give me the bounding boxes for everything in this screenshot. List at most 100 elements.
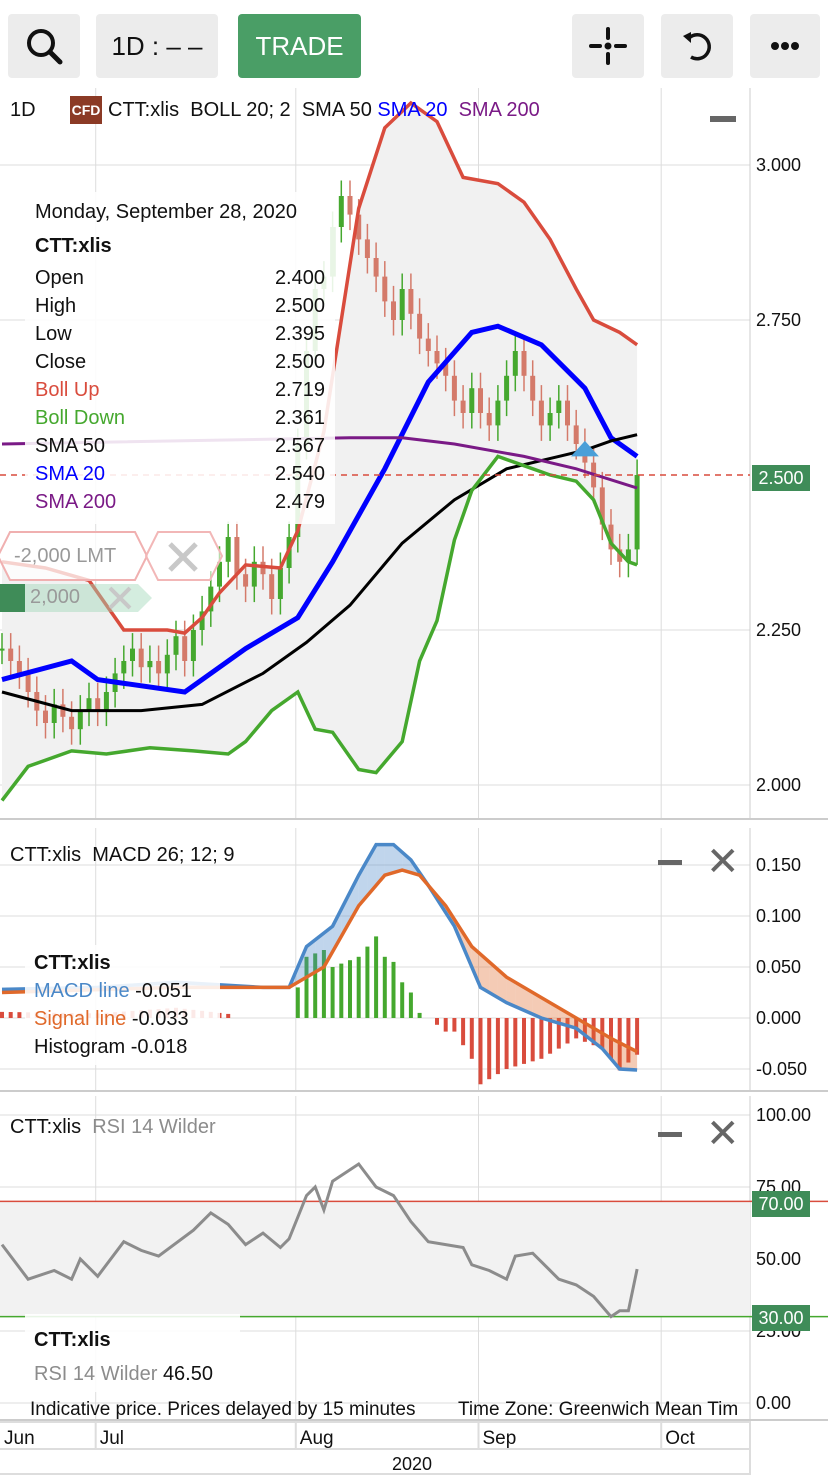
candle <box>251 561 257 587</box>
order-qty-label: 2,000 <box>30 586 81 608</box>
series-sma-20 <box>1 323 639 695</box>
candle <box>156 661 162 674</box>
candle <box>208 586 214 612</box>
trade-button[interactable]: TRADE <box>238 14 361 78</box>
macd-signal-fill <box>323 926 333 967</box>
candle <box>547 413 553 426</box>
close-icon[interactable]: ✕ <box>706 1112 740 1156</box>
tooltip-value: 2.719 <box>274 379 325 401</box>
crosshair-button[interactable] <box>572 14 644 78</box>
candle <box>77 710 83 730</box>
y-tick-label: 50.00 <box>756 1249 801 1269</box>
candle <box>521 351 527 376</box>
candle <box>504 375 510 401</box>
macd-signal-fill <box>497 969 507 1003</box>
candle <box>478 388 483 413</box>
y-tick-label: 2.000 <box>756 775 801 795</box>
candle <box>356 214 362 240</box>
tooltip-value: 2.400 <box>274 267 325 289</box>
time-axis[interactable]: Jun Jul Aug Sep Oct 2020 <box>0 1421 828 1475</box>
histogram-bar <box>226 1013 231 1018</box>
month-label: Sep <box>483 1428 517 1449</box>
tooltip-label: High <box>35 295 77 317</box>
histogram-bar <box>478 1018 483 1085</box>
histogram-bar <box>452 1018 457 1032</box>
tooltip-value: 2.361 <box>274 407 325 429</box>
macd-signal-fill <box>350 875 359 922</box>
reset-button[interactable] <box>661 14 733 78</box>
histogram-bar <box>435 1018 439 1025</box>
candle <box>277 568 283 599</box>
candle <box>0 648 5 651</box>
candle <box>130 648 135 661</box>
macd-title: CTT:xlis MACD 26; 12; 9 <box>10 844 235 866</box>
candle <box>599 487 605 525</box>
histogram-bar <box>339 963 344 1018</box>
macd-signal-fill <box>384 844 394 876</box>
macd-value: -0.051 <box>135 980 192 1002</box>
hist-value: -0.018 <box>130 1036 188 1058</box>
order-limit-label: -2,000 LMT <box>14 545 117 567</box>
tooltip-row: Boll Down 2.361 <box>35 404 325 432</box>
series-rsi <box>0 1161 639 1319</box>
tooltip-value: 2.540 <box>274 463 325 485</box>
rsi-value: 46.50 <box>162 1363 213 1385</box>
candle <box>565 400 570 426</box>
candle <box>634 475 640 550</box>
candle <box>147 661 153 668</box>
histogram-bar <box>374 936 379 1018</box>
candle <box>86 698 92 711</box>
histogram-bar <box>530 1018 535 1062</box>
tooltip-value: 2.479 <box>274 491 325 513</box>
candle <box>382 276 388 302</box>
minimize-icon[interactable] <box>658 1132 682 1137</box>
candle <box>16 661 22 674</box>
macd-signal-fill <box>480 954 490 993</box>
candle <box>469 388 475 413</box>
minimize-icon[interactable] <box>658 860 682 865</box>
macd-signal-fill <box>619 1042 629 1070</box>
y-tick-label: 2.250 <box>756 620 801 640</box>
order-overlay[interactable] <box>0 530 230 614</box>
macd-legend: CTT:xlis MACD line -0.051 Signal line -0… <box>25 945 220 1065</box>
more-icon <box>771 42 799 50</box>
minimize-icon[interactable] <box>710 116 736 122</box>
y-tick-label: 2.750 <box>756 310 801 330</box>
candle <box>60 704 66 717</box>
candle <box>364 239 370 258</box>
candle <box>434 351 440 364</box>
timeframe-button[interactable]: 1D : – – <box>96 14 218 78</box>
candle <box>399 289 405 320</box>
rsi-upper-tag: 70.00 <box>752 1191 810 1217</box>
candle <box>51 704 57 723</box>
histogram-bar <box>565 1018 570 1044</box>
tooltip-label: SMA 200 <box>35 491 117 513</box>
search-button[interactable] <box>8 14 80 78</box>
candle <box>417 313 423 339</box>
histogram-bar <box>626 1018 631 1063</box>
candle <box>451 375 457 401</box>
histogram-bar <box>443 1018 448 1032</box>
macd-label: MACD line <box>34 980 130 1002</box>
y-tick-label: 0.000 <box>756 1008 801 1028</box>
tooltip-label: SMA 20 <box>35 463 106 485</box>
histogram-bar <box>400 982 405 1018</box>
reset-icon <box>683 32 711 61</box>
histogram-bar <box>591 1018 596 1046</box>
tooltip-row: High 2.500 <box>35 292 325 320</box>
y-tick-label: 0.100 <box>756 906 801 926</box>
candle <box>269 574 275 599</box>
candle <box>347 196 353 215</box>
candle <box>538 400 544 426</box>
candle <box>25 673 31 692</box>
tooltip-row: SMA 200 2.479 <box>35 488 325 516</box>
candle <box>199 611 205 630</box>
close-icon[interactable]: ✕ <box>706 840 740 884</box>
histogram-bar <box>548 1018 553 1054</box>
rsi-band-fill <box>0 1201 750 1317</box>
ohlc-tooltip: Monday, September 28, 2020 CTT:xlis Open… <box>25 192 335 524</box>
tooltip-value: 2.395 <box>274 323 325 345</box>
more-button[interactable] <box>750 14 820 78</box>
histogram-bar <box>408 992 413 1018</box>
